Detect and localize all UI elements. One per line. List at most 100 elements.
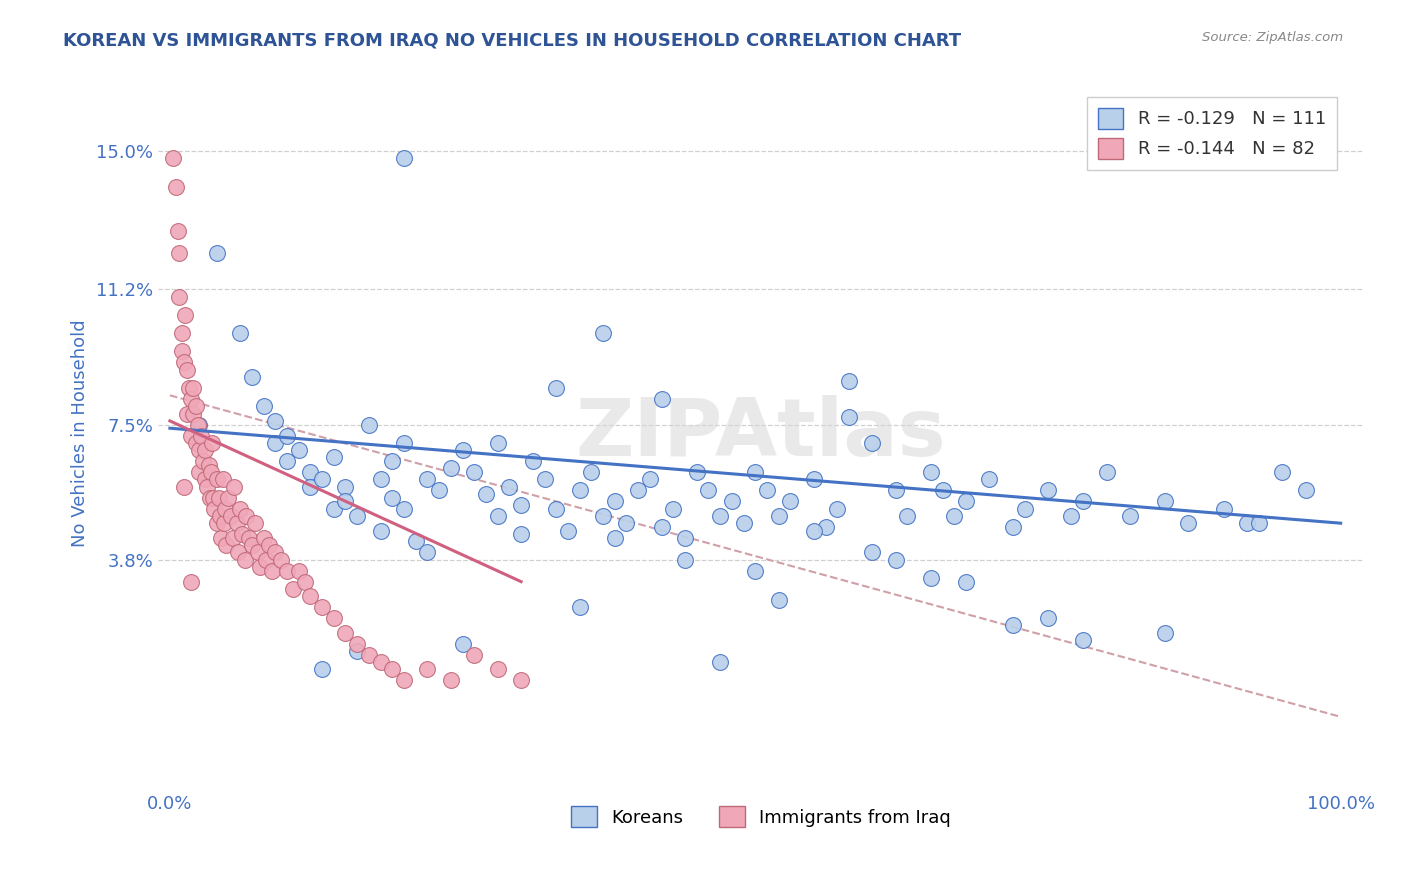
Point [1060,508,1083,523]
Point [322,450,344,465]
Point [226,545,249,559]
Point [616,516,638,531]
Point [416,662,439,676]
Point [1154,494,1177,508]
Point [392,151,415,165]
Point [176,363,198,377]
Point [522,454,544,468]
Point [486,435,509,450]
Point [1071,633,1094,648]
Point [370,472,392,486]
Point [346,508,368,523]
Point [249,560,271,574]
Point [546,501,568,516]
Point [884,553,907,567]
Point [254,553,277,567]
Point [416,472,439,486]
Point [557,524,579,538]
Point [197,458,219,472]
Point [744,465,766,479]
Point [214,501,236,516]
Point [162,151,184,165]
Point [167,245,190,260]
Point [510,498,533,512]
Point [174,308,197,322]
Point [884,483,907,498]
Point [756,483,779,498]
Point [215,538,238,552]
Point [825,501,848,516]
Point [252,399,274,413]
Point [264,435,287,450]
Point [240,370,263,384]
Point [200,465,222,479]
Point [721,494,744,508]
Point [979,472,1001,486]
Point [803,524,825,538]
Point [181,407,204,421]
Point [651,520,673,534]
Point [202,491,225,505]
Point [1295,483,1317,498]
Text: KOREAN VS IMMIGRANTS FROM IRAQ NO VEHICLES IN HOUSEHOLD CORRELATION CHART: KOREAN VS IMMIGRANTS FROM IRAQ NO VEHICL… [63,31,962,49]
Point [1119,508,1142,523]
Point [662,501,685,516]
Point [299,589,322,603]
Point [287,443,309,458]
Point [533,472,555,486]
Point [225,516,247,531]
Point [1001,618,1024,632]
Point [294,574,316,589]
Point [440,461,463,475]
Point [1071,494,1094,508]
Point [1247,516,1270,531]
Point [270,553,292,567]
Point [219,508,242,523]
Point [311,662,333,676]
Point [1271,465,1294,479]
Point [311,472,333,486]
Point [1154,625,1177,640]
Point [238,531,260,545]
Point [568,600,591,615]
Point [245,516,267,531]
Point [167,290,190,304]
Point [184,399,207,413]
Point [167,224,190,238]
Point [235,508,257,523]
Point [920,465,942,479]
Point [592,508,614,523]
Point [231,527,253,541]
Point [276,564,298,578]
Point [201,435,224,450]
Point [651,392,673,406]
Point [194,443,217,458]
Point [931,483,953,498]
Point [335,480,357,494]
Point [709,508,731,523]
Point [311,600,333,615]
Point [416,545,439,559]
Point [896,508,918,523]
Point [451,443,474,458]
Point [370,524,392,538]
Point [673,553,696,567]
Point [768,508,790,523]
Point [240,538,263,552]
Point [224,480,246,494]
Point [568,483,591,498]
Point [860,435,883,450]
Point [405,534,427,549]
Point [581,465,603,479]
Point [463,648,485,662]
Point [510,673,533,688]
Text: Source: ZipAtlas.com: Source: ZipAtlas.com [1202,31,1343,45]
Point [392,673,415,688]
Point [208,491,231,505]
Point [463,465,485,479]
Point [264,414,287,428]
Point [222,531,245,545]
Point [475,487,498,501]
Point [392,501,415,516]
Point [1014,501,1036,516]
